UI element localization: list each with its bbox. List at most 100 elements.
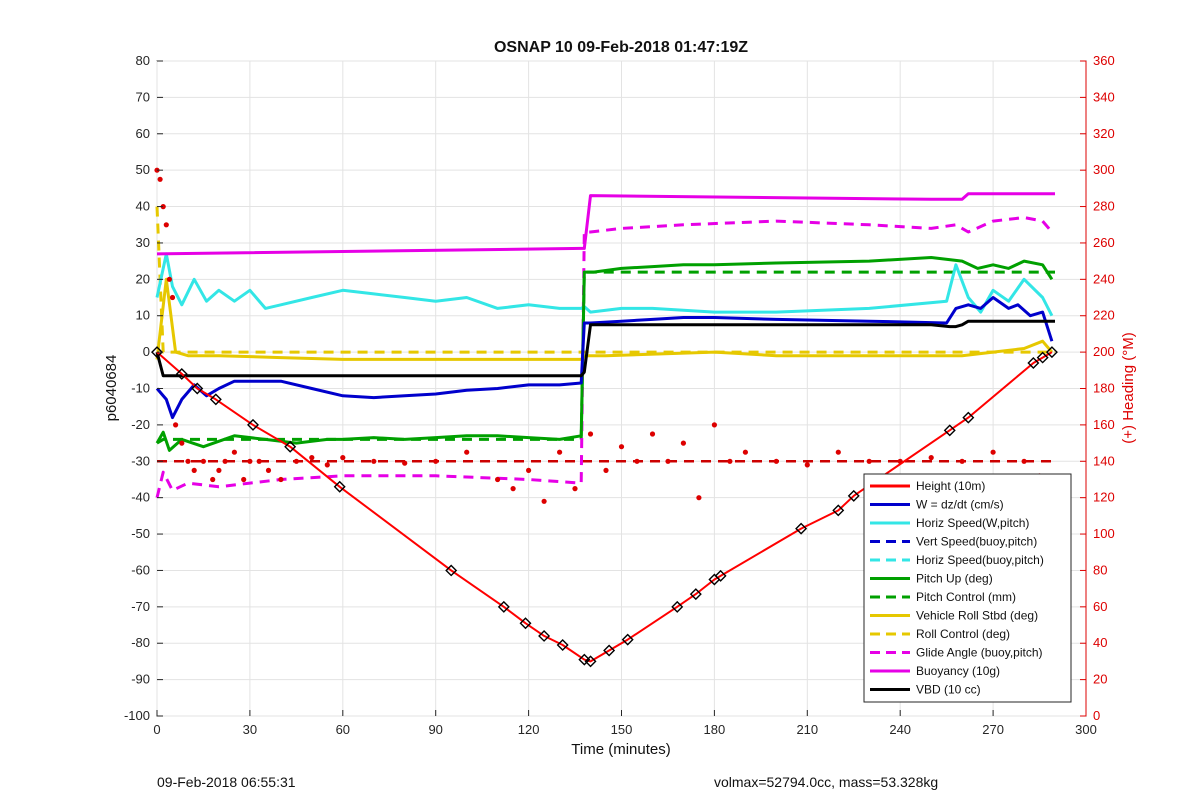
y-tick-label-right: 220 xyxy=(1093,308,1115,323)
heading-point xyxy=(804,462,810,468)
footer-timestamp: 09-Feb-2018 06:55:31 xyxy=(157,774,296,790)
heading-point xyxy=(247,458,253,464)
heading-point xyxy=(433,458,439,464)
series-vbd xyxy=(155,319,1055,378)
legend-label: Horiz Speed(buoy,pitch) xyxy=(916,553,1044,567)
series-height xyxy=(156,351,1053,663)
x-tick-label: 180 xyxy=(704,722,726,737)
height-marker xyxy=(1027,357,1040,370)
height-marker xyxy=(671,600,684,613)
y-tick-label-right: 120 xyxy=(1093,490,1115,505)
heading-point xyxy=(928,455,934,461)
heading-point xyxy=(231,449,237,455)
y-tick-label-right: 280 xyxy=(1093,199,1115,214)
y-tick-label-right: 20 xyxy=(1093,672,1107,687)
footer-volmax-mass: volmax=52794.0cc, mass=53.328kg xyxy=(714,774,939,790)
legend-label: Pitch Control (mm) xyxy=(916,590,1016,604)
y-tick-label-right: 0 xyxy=(1093,708,1100,723)
height-marker xyxy=(714,569,727,582)
heading-point xyxy=(309,455,315,461)
heading-point xyxy=(163,222,169,228)
legend: Height (10m) W = dz/dt (cm/s) Horiz Speed(… xyxy=(863,473,1072,703)
heading-point xyxy=(191,467,197,473)
height-marker xyxy=(689,588,702,601)
legend-label: Buoyancy (10g) xyxy=(916,664,1000,678)
y-axis-label-right: (+) Heading (°M) xyxy=(1120,332,1137,443)
legend-box xyxy=(863,473,1072,703)
heading-point xyxy=(572,486,578,492)
heading-point xyxy=(665,458,671,464)
heading-point xyxy=(742,449,749,455)
series-pitch-control xyxy=(156,270,1055,445)
y-tick-label-right: 360 xyxy=(1093,53,1115,68)
y-tick-label-right: 200 xyxy=(1093,344,1115,359)
heading-point xyxy=(649,431,656,437)
x-tick-label: 0 xyxy=(153,722,160,737)
height-marker xyxy=(1036,351,1049,364)
heading-point xyxy=(241,476,247,483)
y-tick-label-left: -40 xyxy=(131,490,150,505)
y-tick-label-right: 140 xyxy=(1093,453,1115,468)
y-tick-label-left: -30 xyxy=(131,453,150,468)
height-marker xyxy=(578,653,591,666)
heading-point xyxy=(866,458,872,464)
heading-point xyxy=(256,458,262,464)
y-tick-label-right: 60 xyxy=(1093,599,1107,614)
y-tick-label-left: -50 xyxy=(131,526,150,541)
height-marker xyxy=(284,440,297,453)
x-tick-label: 240 xyxy=(889,722,911,737)
series-w-dzdt xyxy=(155,296,1054,420)
heading-point xyxy=(160,204,166,210)
heading-point xyxy=(173,422,179,428)
heading-point xyxy=(835,449,841,455)
y-tick-label-left: 40 xyxy=(136,199,150,214)
legend-label: Horiz Speed(W,pitch) xyxy=(916,516,1029,530)
heading-point xyxy=(371,458,377,464)
height-marker xyxy=(943,424,956,437)
heading-point xyxy=(959,458,965,464)
axes-layer: 0 30 60 90 120 150 180 210 240 270 300-100-90-80-7… xyxy=(124,53,1115,737)
heading-point xyxy=(169,294,176,301)
height-marker xyxy=(497,600,510,613)
height-marker xyxy=(247,418,259,431)
height-marker xyxy=(795,522,808,535)
y-tick-label-left: 20 xyxy=(136,271,150,286)
height-marker xyxy=(962,411,975,424)
heading-point xyxy=(711,422,718,428)
x-tick-label: 210 xyxy=(796,722,818,737)
legend-label: Pitch Up (deg) xyxy=(916,572,993,586)
heading-point xyxy=(526,467,532,473)
x-tick-label: 150 xyxy=(611,722,633,737)
heading-point xyxy=(402,460,408,466)
series-buoyancy xyxy=(156,192,1055,256)
height-marker xyxy=(175,367,188,380)
y-tick-label-left: 50 xyxy=(136,162,150,177)
y-tick-label-right: 240 xyxy=(1093,271,1115,286)
heading-point xyxy=(541,498,547,504)
x-tick-label: 120 xyxy=(518,722,540,737)
heading-point xyxy=(200,458,206,464)
heading-point xyxy=(510,486,516,492)
x-tick-label: 300 xyxy=(1075,722,1097,737)
heading-point xyxy=(278,476,284,483)
x-axis-label: Time (minutes) xyxy=(571,741,670,758)
height-marker xyxy=(1045,346,1058,359)
height-marker xyxy=(519,617,532,630)
heading-point xyxy=(340,455,346,461)
y-tick-label-left: -20 xyxy=(131,417,150,432)
y-tick-label-left: 70 xyxy=(136,89,150,104)
heading-point xyxy=(495,476,501,483)
legend-label: Vehicle Roll Stbd (deg) xyxy=(916,609,1038,623)
heading-point xyxy=(1021,458,1027,464)
heading-point xyxy=(618,444,625,450)
y-tick-label-left: -90 xyxy=(131,672,150,687)
heading-point xyxy=(324,462,330,468)
y-tick-label-right: 320 xyxy=(1093,126,1115,141)
heading-point xyxy=(603,467,609,473)
y-tick-label-right: 40 xyxy=(1093,635,1107,650)
height-marker xyxy=(445,564,458,577)
y-tick-label-right: 160 xyxy=(1093,417,1115,432)
series-glide-angle xyxy=(155,216,1054,499)
series-pitch-up xyxy=(155,256,1054,452)
